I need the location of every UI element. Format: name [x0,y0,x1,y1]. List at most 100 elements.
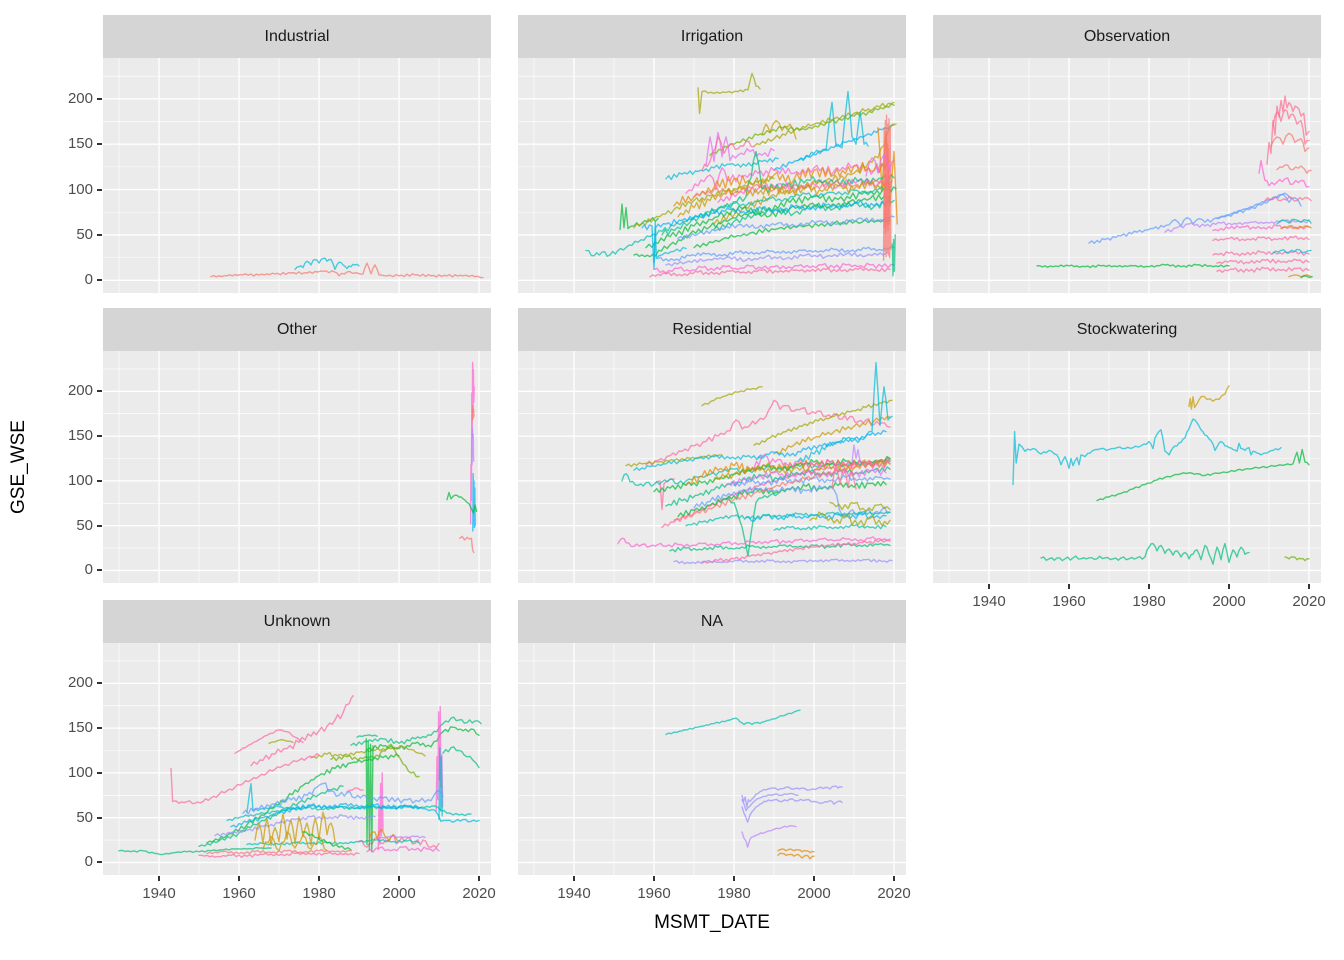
series-line [641,200,891,271]
x-tick-mark [653,876,655,881]
facet-strip-label: Other [276,320,317,338]
series-line [585,185,891,257]
facet-strip: NA [518,600,906,643]
series-line [677,215,895,240]
series-line [446,491,478,514]
y-tick-label: 100 [67,471,93,489]
x-tick-label: 1940 [142,885,176,902]
y-tick-label: 0 [84,853,93,871]
series-line [310,745,426,759]
series-line [829,501,891,512]
series-line [214,813,376,837]
series-line [471,404,475,421]
series-line [210,262,484,279]
series-line [773,415,891,455]
x-tick-label: 1940 [972,593,1006,610]
x-tick-mark [398,876,400,881]
x-tick-label: 1960 [1052,593,1086,610]
x-tick-label: 1980 [717,885,751,902]
series-line [230,802,422,828]
x-tick-mark [158,876,160,881]
series-line [1212,224,1310,232]
x-tick-label: 2020 [462,885,496,902]
series-line [725,492,779,557]
series-line [693,218,891,249]
series-line [753,399,893,446]
series-line [665,157,779,181]
y-tick-label: 0 [84,561,93,579]
facet-strip-label: NA [700,612,724,630]
x-tick-label: 2020 [877,885,911,902]
y-tick-mark [97,771,102,774]
series-line [198,851,360,858]
series-line [330,743,420,778]
facet-strip: Observation [933,15,1321,58]
facet-strip-label: Irrigation [680,27,744,45]
series-line [1216,192,1292,220]
y-tick-mark [97,188,102,191]
series-line [1284,556,1310,562]
facet-panel [933,351,1321,583]
series-line [1040,542,1250,565]
series-line [226,804,472,822]
series-line [773,124,895,171]
facet-panel [103,643,491,875]
series-line [633,176,775,229]
y-tick-label: 200 [67,382,93,400]
series-line [1258,159,1310,188]
series-line [773,524,887,531]
series-line [366,726,480,751]
y-tick-label: 150 [67,135,93,153]
series-line [757,429,887,459]
series-line [206,849,352,855]
series-line [673,160,891,207]
x-tick-mark [478,876,480,881]
series-line [665,251,887,267]
series-line [761,119,797,140]
y-tick-label: 50 [76,808,93,826]
facet-panel [518,58,906,293]
series-line [242,782,444,815]
y-tick-mark [97,682,102,685]
facet-panel [103,351,491,583]
y-tick-mark [97,233,102,236]
x-tick-mark [238,876,240,881]
series-line [677,480,887,518]
series-line [346,787,364,793]
series-line [883,138,890,234]
series-line [1288,274,1312,278]
x-tick-mark [813,876,815,881]
series-line [356,734,378,738]
x-axis-title: MSMT_DATE [654,912,770,933]
series-line [262,831,328,852]
x-tick-label: 2020 [1292,593,1326,610]
series-line [1216,266,1310,273]
series-line [882,114,892,261]
x-tick-mark [733,876,735,881]
x-tick-label: 1960 [222,885,256,902]
facet-strip: Other [103,308,491,351]
x-tick-mark [988,584,990,589]
series-line [865,154,895,177]
facet-strip-label: Observation [1083,27,1171,45]
facet-strip-label: Residential [672,320,752,338]
series-line [753,101,895,147]
series-line [673,558,893,565]
series-line [1300,275,1313,279]
x-tick-mark [1308,584,1310,589]
y-axis-title: GSE_WSE [8,420,29,514]
facet-strip-label: Unknown [263,612,331,630]
y-tick-label: 50 [76,516,93,534]
series-line [302,831,352,851]
series-line [685,510,891,527]
y-tick-mark [97,479,102,482]
series-line [741,792,799,812]
facet-panel [518,643,906,875]
series-line [1036,263,1230,269]
x-tick-mark [893,876,895,881]
series-line [713,198,895,232]
y-tick-mark [97,390,102,393]
series-line [198,785,344,847]
series-line [170,753,320,805]
